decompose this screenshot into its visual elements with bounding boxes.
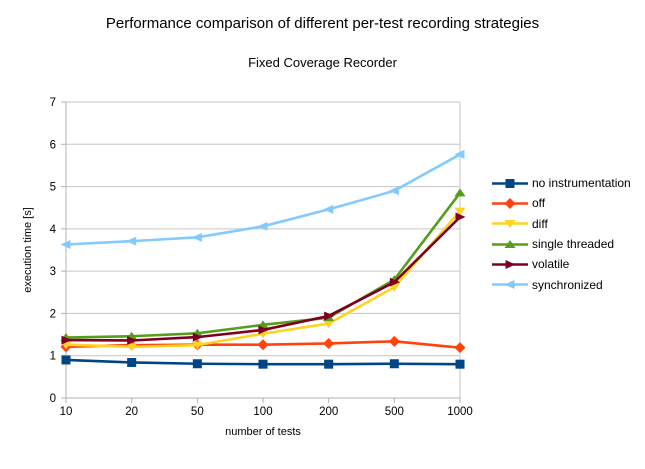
x-tick-label: 100 xyxy=(253,406,272,418)
square-marker xyxy=(455,359,465,369)
series-line xyxy=(64,153,462,246)
series-line xyxy=(64,191,462,339)
triangle-down-marker xyxy=(323,320,335,329)
tick-labels: 0 1 2 3 4 5 6 7 10 20 50 100 200 500 1000 xyxy=(50,97,473,418)
triangle-down-marker xyxy=(191,341,203,350)
chart-subtitle: Fixed Coverage Recorder xyxy=(248,55,397,70)
square-marker xyxy=(192,359,202,369)
legend-item-off: off xyxy=(492,193,631,213)
legend-label: no instrumentation xyxy=(532,176,631,191)
square-marker xyxy=(389,359,399,369)
triangle-down-marker xyxy=(454,207,466,216)
x-tick-label: 10 xyxy=(60,406,73,418)
legend-label: off xyxy=(532,196,546,211)
x-tick-label: 1000 xyxy=(447,406,473,418)
arrow-left-marker xyxy=(257,221,268,231)
legend-item-synchronized: synchronized xyxy=(492,274,631,294)
legend-marker-arrow-left-icon xyxy=(492,280,528,290)
arrow-right-marker xyxy=(127,335,138,345)
legend-label: volatile xyxy=(532,257,570,272)
series-synchronized xyxy=(60,149,465,250)
arrow-right-marker xyxy=(389,277,400,287)
series-single-threaded xyxy=(60,188,466,342)
legend-marker xyxy=(504,220,516,229)
legend-item-no-instrumentation: no instrumentation xyxy=(492,173,631,193)
arrow-left-marker xyxy=(323,204,334,214)
x-tick-label: 20 xyxy=(125,406,138,418)
arrow-left-marker xyxy=(388,186,399,196)
arrow-left-marker xyxy=(454,149,465,159)
axes xyxy=(61,101,461,403)
gridlines xyxy=(66,101,461,398)
arrow-right-marker xyxy=(324,311,335,321)
series-no-instrumentation xyxy=(61,355,465,369)
triangle-up-marker xyxy=(454,188,466,197)
square-marker xyxy=(61,355,71,365)
x-tick-label: 200 xyxy=(319,406,338,418)
chart-title: Performance comparison of different per-… xyxy=(105,15,540,32)
x-tick-label: 50 xyxy=(191,406,204,418)
legend-marker-square-icon xyxy=(492,178,528,188)
x-axis-title: number of tests xyxy=(225,426,301,438)
arrow-right-marker xyxy=(61,335,72,345)
square-marker xyxy=(127,357,137,367)
y-tick-label: 6 xyxy=(50,139,56,151)
arrow-left-marker xyxy=(60,240,71,250)
y-tick-label: 0 xyxy=(50,393,56,405)
legend-marker-triangle-down-icon xyxy=(492,220,528,229)
legend-label: synchronized xyxy=(532,277,603,292)
y-tick-label: 5 xyxy=(50,182,56,194)
series-volatile xyxy=(61,212,466,345)
diamond-marker xyxy=(323,337,335,349)
series-off xyxy=(60,335,466,354)
legend-marker-triangle-up-icon xyxy=(492,239,528,248)
square-marker xyxy=(324,359,334,369)
legend-marker-diamond-icon xyxy=(492,197,528,209)
legend-item-diff: diff xyxy=(492,214,631,234)
y-tick-label: 3 xyxy=(50,266,56,278)
arrow-right-marker xyxy=(258,325,269,335)
chart-legend: no instrumentation off diff single threa… xyxy=(492,173,631,295)
legend-marker xyxy=(505,178,515,188)
y-tick-label: 2 xyxy=(50,308,56,320)
arrow-left-marker xyxy=(126,236,137,246)
legend-marker xyxy=(504,197,516,209)
legend-marker-arrow-right-icon xyxy=(492,259,528,269)
diamond-marker xyxy=(388,335,400,347)
legend-marker xyxy=(504,239,516,248)
arrow-right-marker xyxy=(192,332,203,342)
y-tick-label: 4 xyxy=(50,224,57,236)
legend-label: single threaded xyxy=(532,237,615,252)
legend-marker xyxy=(504,280,515,290)
y-tick-label: 1 xyxy=(50,351,56,363)
x-tick-label: 500 xyxy=(385,406,404,418)
y-tick-label: 7 xyxy=(50,97,56,109)
arrow-left-marker xyxy=(191,232,202,242)
series-diff xyxy=(60,207,466,352)
diamond-marker xyxy=(257,339,269,351)
square-marker xyxy=(258,359,268,369)
legend-item-volatile: volatile xyxy=(492,254,631,274)
arrow-right-marker xyxy=(455,212,466,222)
diamond-marker xyxy=(454,342,466,354)
legend-marker xyxy=(505,259,516,269)
legend-item-single-threaded: single threaded xyxy=(492,234,631,254)
legend-label: diff xyxy=(532,216,548,231)
triangle-down-marker xyxy=(126,343,138,352)
